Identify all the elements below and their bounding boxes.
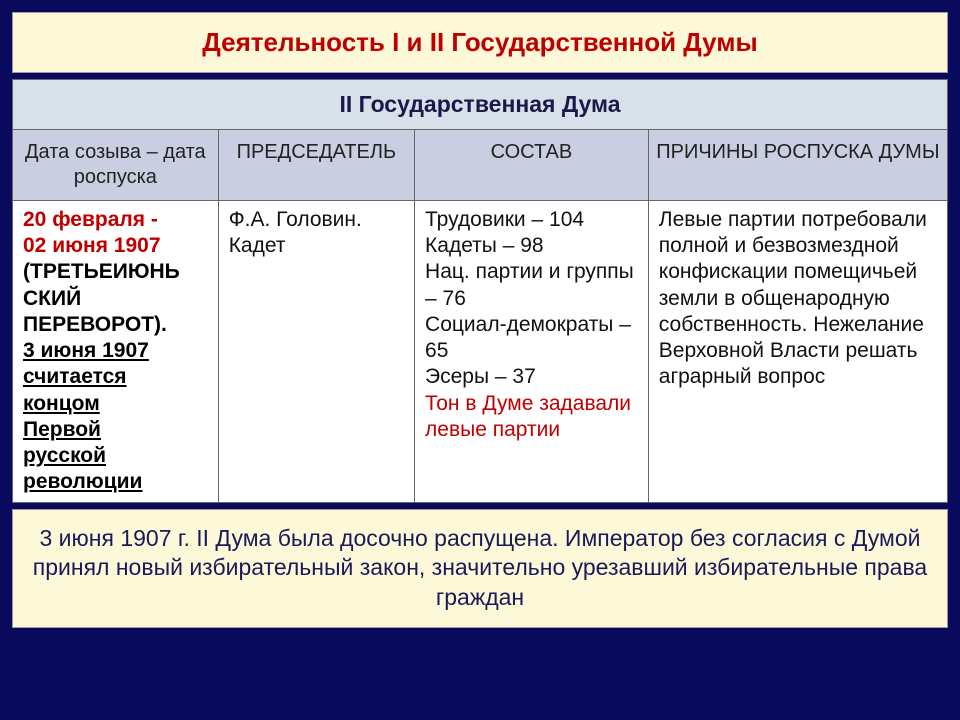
comp-line: Трудовики – 104 [425, 207, 638, 233]
cell-chairman: Ф.А. Головин. Кадет [218, 200, 414, 502]
duma-table: II Государственная Дума Дата созыва – да… [12, 79, 948, 503]
date-line: 02 июня 1907 [23, 233, 208, 259]
header-chairman: ПРЕДСЕДАТЕЛЬ [218, 129, 414, 200]
comp-line: Нац. партии и группы – 76 [425, 259, 638, 312]
footer-note: 3 июня 1907 г. II Дума была досочно расп… [12, 509, 948, 629]
header-reasons: ПРИЧИНЫ РОСПУСКА ДУМЫ [648, 129, 947, 200]
cell-dates: 20 февраля - 02 июня 1907 (ТРЕТЬЕИЮНЬ СК… [13, 200, 219, 502]
header-dates: Дата созыва – дата роспуска [13, 129, 219, 200]
date-line: революции [23, 469, 208, 495]
comp-line: Социал-демократы – 65 [425, 312, 638, 365]
comp-line-emphasis: Тон в Думе задавали левые партии [425, 391, 638, 444]
cell-composition: Трудовики – 104 Кадеты – 98 Нац. партии … [415, 200, 649, 502]
date-line: Первой [23, 417, 208, 443]
date-line: ПЕРЕВОРОТ). [23, 312, 208, 338]
table-subtitle-row: II Государственная Дума [13, 80, 948, 130]
page-title: Деятельность I и II Государственной Думы [12, 12, 948, 73]
date-line: 3 июня 1907 [23, 338, 208, 364]
comp-line: Кадеты – 98 [425, 233, 638, 259]
comp-line: Эсеры – 37 [425, 364, 638, 390]
date-line: 20 февраля - [23, 207, 208, 233]
date-line: концом [23, 391, 208, 417]
date-line: СКИЙ [23, 286, 208, 312]
date-line: (ТРЕТЬЕИЮНЬ [23, 259, 208, 285]
date-line: русской [23, 443, 208, 469]
cell-reasons: Левые партии потребовали полной и безвоз… [648, 200, 947, 502]
header-composition: СОСТАВ [415, 129, 649, 200]
table-header-row: Дата созыва – дата роспуска ПРЕДСЕДАТЕЛЬ… [13, 129, 948, 200]
table-subtitle: II Государственная Дума [13, 80, 948, 130]
date-line: считается [23, 364, 208, 390]
table-row: 20 февраля - 02 июня 1907 (ТРЕТЬЕИЮНЬ СК… [13, 200, 948, 502]
